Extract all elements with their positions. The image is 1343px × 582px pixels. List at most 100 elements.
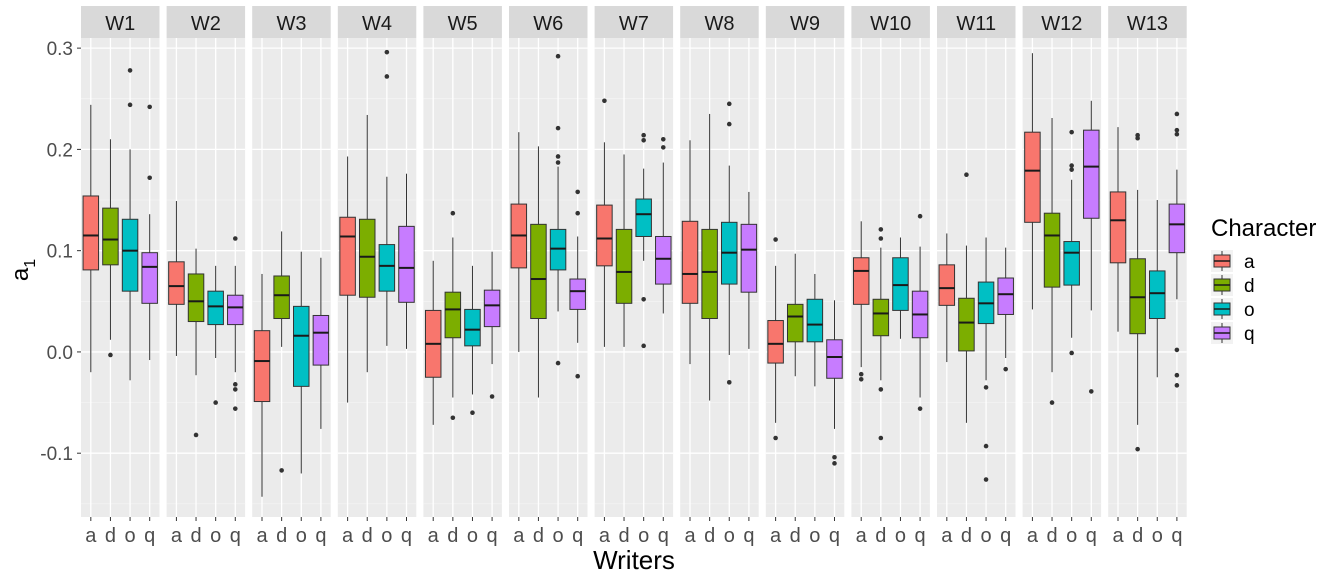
facet-strip — [594, 6, 674, 38]
facet-strip — [1108, 6, 1187, 38]
box-w5-o — [464, 265, 481, 415]
facet-strip-label: W10 — [870, 13, 911, 35]
box-iqr — [549, 228, 567, 271]
x-tick-label: q — [743, 525, 754, 547]
box-w4-a — [339, 156, 356, 403]
box-iqr — [1129, 258, 1146, 335]
box-iqr — [740, 223, 758, 293]
box-w12-o — [1063, 129, 1080, 356]
outlier-point — [108, 352, 113, 358]
outlier-point — [555, 160, 561, 165]
y-tick-label: 0.2 — [47, 140, 73, 161]
box-iqr — [938, 264, 956, 306]
x-tick-label: a — [1027, 525, 1039, 547]
outlier-point — [726, 380, 732, 385]
x-tick-label: d — [276, 525, 287, 547]
panel-background — [252, 38, 331, 517]
facet-strip — [937, 6, 1016, 38]
outlier-point — [1135, 446, 1140, 452]
box-iqr — [615, 228, 633, 304]
outlier-point — [555, 360, 561, 366]
box-w12-a — [1024, 53, 1041, 310]
box-w2-a — [168, 201, 185, 356]
outlier-point — [1174, 127, 1180, 133]
outlier-point — [878, 387, 884, 392]
x-tick-label: o — [125, 525, 136, 547]
box-iqr — [312, 314, 330, 366]
box-w13-q — [1168, 111, 1186, 388]
facet-strip — [337, 6, 417, 38]
outlier-point — [575, 210, 580, 216]
x-tick-label: d — [790, 525, 801, 547]
x-tick-label: o — [553, 525, 564, 547]
outlier-point — [1069, 163, 1074, 168]
box-w11-d — [958, 172, 975, 423]
box-iqr — [339, 216, 356, 296]
outlier-point — [773, 237, 778, 242]
box-w9-a — [767, 237, 784, 441]
box-iqr — [786, 303, 804, 343]
x-tick-label: o — [381, 525, 392, 547]
box-w12-q — [1083, 100, 1100, 394]
panel-background — [509, 38, 588, 517]
panel-background — [423, 38, 502, 517]
outlier-point — [193, 432, 199, 438]
box-w7-o — [635, 132, 652, 349]
facet-strip-label: W5 — [448, 13, 478, 35]
x-tick-label: a — [684, 525, 696, 547]
panel-background — [1022, 38, 1102, 517]
box-w9-d — [786, 253, 804, 377]
outlier-point — [1174, 347, 1180, 353]
outlier-point — [660, 136, 666, 142]
outlier-point — [147, 104, 152, 110]
box-w3-o — [293, 251, 310, 474]
facet-strip-label: W8 — [704, 13, 734, 35]
facet-strip — [509, 6, 588, 38]
x-tick-label: q — [144, 525, 155, 547]
box-w3-d — [273, 231, 290, 473]
outlier-point — [450, 415, 456, 421]
box-w2-o — [207, 265, 224, 405]
x-tick-label: d — [533, 525, 544, 547]
y-axis-title-main: a — [7, 267, 34, 281]
y-tick-label: -0.1 — [40, 444, 73, 465]
outlier-point — [1069, 167, 1074, 172]
facet-strip-label: W2 — [191, 13, 221, 35]
box-iqr — [596, 204, 613, 267]
box-iqr — [102, 207, 119, 266]
facet-strip-label: W1 — [105, 13, 135, 35]
box-iqr — [1083, 129, 1100, 219]
outlier-point — [555, 53, 561, 59]
outlier-point — [878, 227, 884, 232]
outlier-point — [213, 400, 218, 405]
box-iqr — [293, 305, 310, 387]
outlier-point — [450, 210, 456, 216]
legend-key-a: a — [1211, 250, 1255, 273]
outlier-point — [1069, 350, 1074, 356]
y-axis-title-subscript: 1 — [22, 259, 39, 268]
outlier-point — [917, 213, 923, 219]
outlier-point — [1135, 135, 1140, 141]
facet-panel-w4: W4 a d o q — [337, 6, 417, 547]
outlier-point — [232, 382, 238, 387]
box-iqr — [569, 278, 586, 310]
x-tick-label: q — [230, 525, 241, 547]
box-iqr — [1043, 212, 1061, 288]
x-tick-label: q — [315, 525, 326, 547]
facet-panel-w6: W6 a d o q — [509, 6, 588, 547]
outlier-point — [917, 406, 923, 411]
facet-strip — [765, 6, 845, 38]
box-w7-a — [596, 98, 613, 347]
outlier-point — [726, 121, 732, 127]
box-w11-q — [997, 247, 1014, 372]
legend-title: Character — [1211, 215, 1316, 242]
box-iqr — [378, 244, 396, 292]
outlier-point — [555, 125, 561, 131]
box-w11-a — [938, 233, 956, 363]
outlier-point — [641, 343, 646, 349]
box-iqr — [121, 218, 139, 292]
box-w8-q — [740, 191, 758, 349]
x-tick-label: q — [1000, 525, 1011, 547]
